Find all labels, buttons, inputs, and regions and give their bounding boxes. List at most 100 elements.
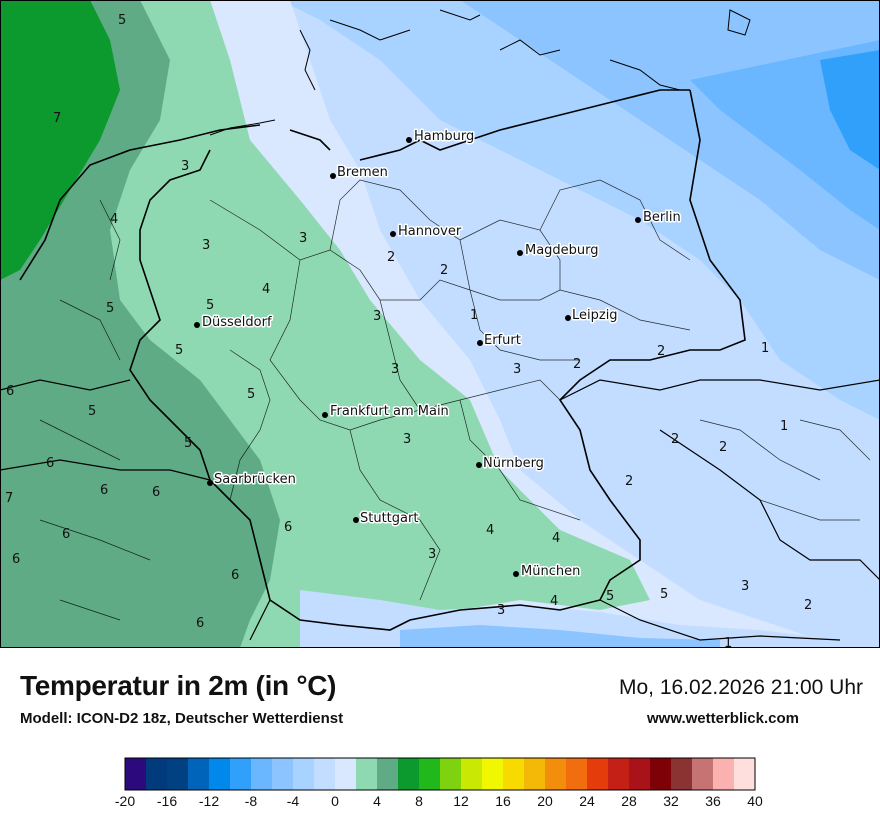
temperature-zone-alps-cold — [400, 625, 720, 648]
country-borders — [0, 379, 880, 641]
islands — [209, 9, 751, 136]
isotherm-label: 6 — [12, 552, 20, 567]
isotherm-label: 7 — [53, 111, 61, 126]
legend-swatch — [713, 758, 735, 790]
legend-swatch — [356, 758, 378, 790]
isotherm-label: 3 — [373, 309, 381, 324]
isotherm-label: 5 — [88, 404, 96, 419]
legend-tick-label: -20 — [115, 793, 135, 809]
isotherm-label: 6 — [100, 483, 108, 498]
legend-tick-label: 36 — [705, 793, 721, 809]
isotherm-label: 4 — [552, 531, 560, 546]
city-label-hamburg: Hamburg — [414, 129, 474, 144]
isotherm-label: 6 — [152, 485, 160, 500]
legend-tick-label: 20 — [537, 793, 553, 809]
city-label-nuernberg: Nürnberg — [483, 456, 544, 471]
legend-swatch — [545, 758, 567, 790]
temperature-map: 5 7 3 4 3 3 3 5 4 5 5 6 5 5 6 6 7 6 6 6 — [0, 0, 880, 648]
legend-swatch — [482, 758, 504, 790]
legend-swatch — [692, 758, 714, 790]
isotherm-label: 3 — [181, 159, 189, 174]
legend-swatch — [314, 758, 336, 790]
isotherm-label: 1 — [761, 341, 769, 356]
city-dot-hamburg — [406, 137, 412, 143]
isotherm-label: 6 — [196, 616, 204, 631]
legend-swatch — [188, 758, 210, 790]
isotherm-label: 6 — [231, 568, 239, 583]
isotherm-label: 2 — [440, 263, 448, 278]
city-dot-saarbruecken — [207, 480, 213, 486]
city-dot-duesseldorf — [194, 322, 200, 328]
legend-swatch — [125, 758, 147, 790]
city-dot-nuernberg — [476, 462, 482, 468]
legend-tick-label: 28 — [621, 793, 637, 809]
legend-swatch — [734, 758, 756, 790]
isotherm-label: 5 — [184, 436, 192, 451]
legend-tick-label: -8 — [245, 793, 258, 809]
city-label-saarbruecken: Saarbrücken — [214, 472, 296, 487]
isotherm-label: 5 — [660, 587, 668, 602]
legend-swatch — [377, 758, 399, 790]
city-dot-frankfurt — [322, 412, 328, 418]
legend-swatch — [650, 758, 672, 790]
legend-swatch — [251, 758, 273, 790]
isotherm-label: 4 — [550, 594, 558, 609]
legend-swatch — [398, 758, 420, 790]
isotherm-label: 5 — [118, 13, 126, 28]
isotherm-label: 6 — [6, 384, 14, 399]
city-markers: Hamburg Bremen Berlin Hannover Magdeburg… — [194, 128, 682, 581]
legend-tick-label: 0 — [331, 793, 339, 809]
isotherm-labels: 5 7 3 4 3 3 3 5 4 5 5 6 5 5 6 6 7 6 6 6 — [5, 13, 812, 648]
legend-tick-label: 32 — [663, 793, 679, 809]
legend-swatch — [566, 758, 588, 790]
isotherm-label: 2 — [573, 357, 581, 372]
isotherm-label: 2 — [671, 432, 679, 447]
city-dot-leipzig — [565, 315, 571, 321]
forecast-datetime: Mo, 16.02.2026 21:00 Uhr — [618, 676, 863, 699]
isotherm-label: 6 — [284, 520, 292, 535]
website-link[interactable]: www.wetterblick.com — [647, 710, 799, 727]
isotherm-label: 5 — [606, 589, 614, 604]
isotherm-label: 5 — [206, 298, 214, 313]
germany-border — [129, 89, 746, 631]
city-dot-berlin — [635, 217, 641, 223]
model-subtitle: Modell: ICON-D2 18z, Deutscher Wetterdie… — [20, 710, 344, 727]
city-label-stuttgart: Stuttgart — [360, 511, 418, 526]
city-dot-hannover — [390, 231, 396, 237]
legend-swatch — [671, 758, 693, 790]
legend-tick-label: -16 — [157, 793, 177, 809]
isotherm-label: 5 — [106, 301, 114, 316]
city-dot-muenchen — [513, 571, 519, 577]
temperature-zone-6-8-sw — [0, 330, 220, 648]
isotherm-label: 1 — [470, 308, 478, 323]
isotherm-label: 4 — [262, 282, 270, 297]
legend-swatch — [419, 758, 441, 790]
legend-swatch — [524, 758, 546, 790]
isotherm-label: 1 — [780, 419, 788, 434]
legend-swatch — [587, 758, 609, 790]
legend-tick-label: -4 — [287, 793, 300, 809]
city-label-frankfurt: Frankfurt am Main — [330, 404, 449, 419]
coastline — [19, 89, 690, 281]
city-label-bremen: Bremen — [337, 165, 388, 180]
legend-swatch — [608, 758, 630, 790]
isotherm-label: 2 — [804, 598, 812, 613]
isotherm-label: 3 — [299, 231, 307, 246]
legend-swatch — [629, 758, 651, 790]
city-label-magdeburg: Magdeburg — [525, 243, 599, 258]
temperature-legend: -20 -16 -12 -8 -4 0 4 8 12 16 20 24 28 32 36 40 — [0, 756, 880, 830]
legend-tick-label: 8 — [415, 793, 423, 809]
isotherm-label: 2 — [387, 250, 395, 265]
isotherm-label: 3 — [202, 238, 210, 253]
city-label-duesseldorf: Düsseldorf — [202, 315, 272, 330]
isotherm-label: 3 — [428, 547, 436, 562]
isotherm-label: 4 — [486, 523, 494, 538]
legend-swatch — [272, 758, 294, 790]
legend-swatch — [461, 758, 483, 790]
temperature-map-canvas: 5 7 3 4 3 3 3 5 4 5 5 6 5 5 6 6 7 6 6 6 — [0, 0, 880, 648]
isotherm-label: 6 — [46, 456, 54, 471]
city-dot-stuttgart — [353, 517, 359, 523]
city-label-berlin: Berlin — [643, 210, 681, 225]
legend-swatch — [146, 758, 168, 790]
legend-swatch — [167, 758, 189, 790]
